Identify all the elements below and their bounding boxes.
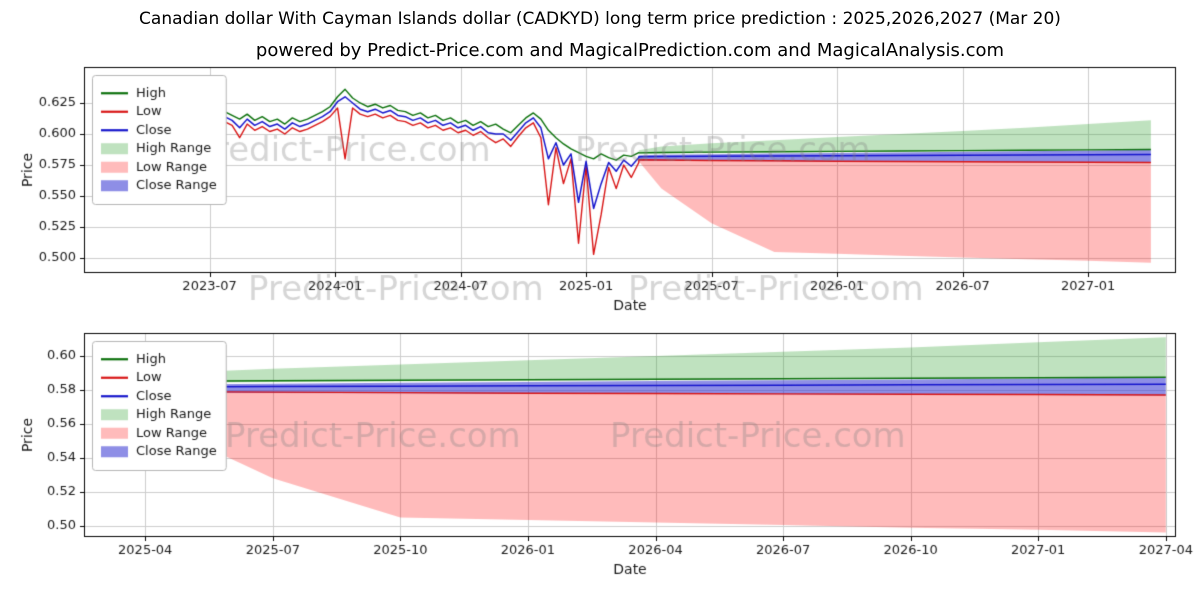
chart-subtitle: powered by Predict-Price.com and Magical… (255, 40, 1005, 61)
chart-title: Canadian dollar With Cayman Islands doll… (139, 9, 1061, 29)
